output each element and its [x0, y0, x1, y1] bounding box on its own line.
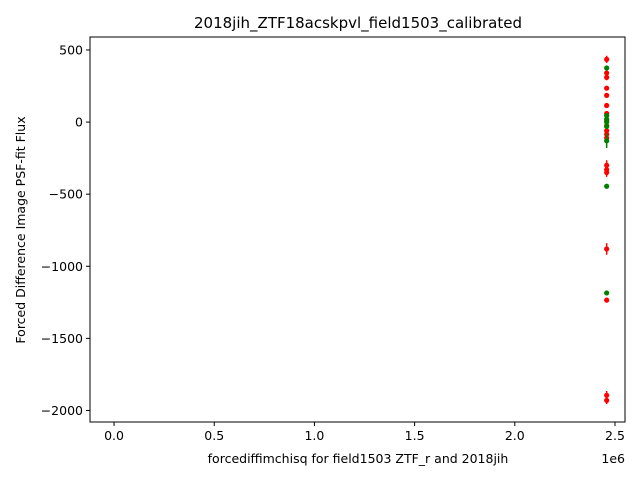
- x-tick-label: 1.5: [405, 428, 425, 443]
- x-tick-label: 0.5: [204, 428, 224, 443]
- data-point-marker: [604, 70, 610, 76]
- data-point-marker: [604, 183, 610, 189]
- x-tick-label: 0.0: [104, 428, 124, 443]
- data-point-marker: [604, 397, 610, 403]
- x-axis-ticks: 0.0 0.5 1.0 1.5 2.0 2.5: [104, 422, 625, 443]
- x-tick-label: 2.0: [505, 428, 525, 443]
- x-axis-offset-label: 1e6: [601, 451, 625, 466]
- y-tick-label: 500: [59, 42, 83, 57]
- plot-frame: [89, 36, 626, 423]
- data-point-marker: [604, 102, 610, 109]
- y-axis-label: Forced Difference Image PSF-fit Flux: [13, 116, 28, 343]
- data-point-marker: [604, 246, 610, 252]
- x-tick-label: 1.0: [304, 428, 324, 443]
- data-point-marker: [604, 138, 610, 144]
- data-point-marker: [604, 297, 610, 303]
- data-points: [604, 55, 610, 404]
- data-point-marker: [604, 112, 610, 119]
- chart-title: 2018jih_ZTF18acskpvl_field1503_calibrate…: [194, 14, 522, 33]
- y-tick-label: −1500: [41, 331, 83, 346]
- data-point-marker: [604, 119, 610, 125]
- data-point-marker: [604, 290, 610, 296]
- data-point-marker: [604, 85, 610, 91]
- data-point-marker: [604, 169, 610, 176]
- data-point-marker: [604, 392, 610, 398]
- y-tick-label: −1000: [41, 259, 83, 274]
- data-point-marker: [604, 56, 610, 62]
- x-tick-label: 2.5: [605, 428, 625, 443]
- data-point-marker: [604, 65, 610, 71]
- y-axis-ticks: 500 0 −500 −1000 −1500 −2000: [41, 42, 90, 418]
- data-point-marker: [604, 74, 610, 80]
- y-tick-label: −2000: [41, 403, 83, 418]
- data-point-marker: [604, 92, 610, 98]
- data-point-marker: [604, 123, 610, 130]
- y-tick-label: −500: [49, 187, 83, 202]
- y-tick-label: 0: [75, 115, 83, 130]
- data-point-marker: [604, 128, 610, 134]
- x-axis-label: forcediffimchisq for field1503 ZTF_r and…: [208, 451, 509, 466]
